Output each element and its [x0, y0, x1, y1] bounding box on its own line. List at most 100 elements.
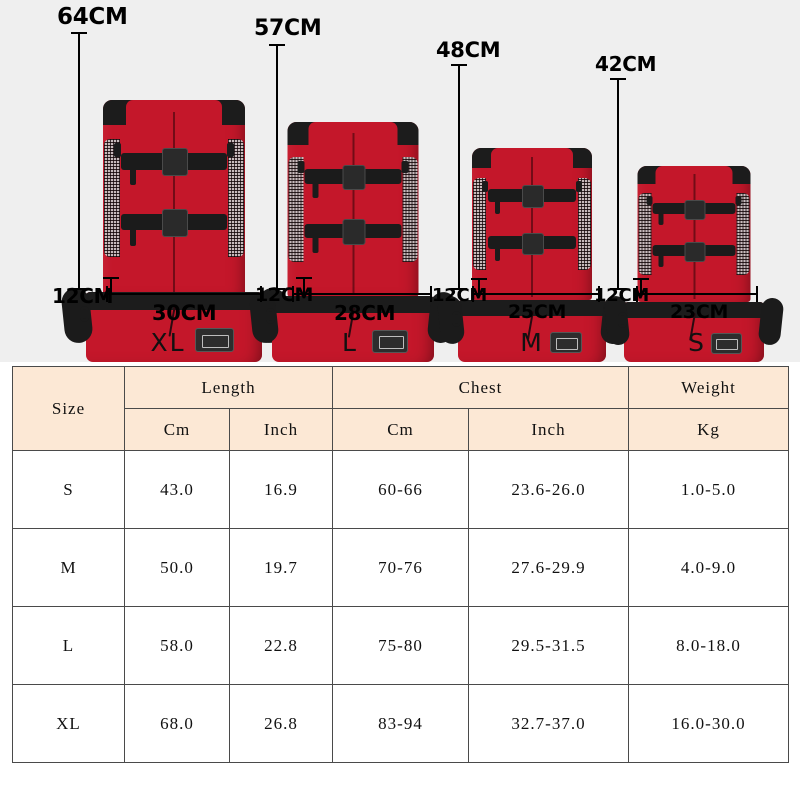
strap-tail [312, 180, 319, 199]
side-tab-left [646, 195, 653, 206]
header-length-cm: Cm [124, 408, 230, 451]
cell-length-inch: 22.8 [229, 606, 333, 685]
buckle-strap-lower [121, 209, 227, 247]
brand-logo-patch [549, 332, 583, 354]
mesh-panel-left [638, 193, 652, 275]
header-chest-cm: Cm [332, 408, 469, 451]
table-row: M 50.0 19.7 70-76 27.6-29.9 4.0-9.0 [12, 528, 790, 607]
cell-weight-kg: 1.0-5.0 [628, 450, 790, 529]
table-header-row-units: Cm Inch Cm Inch Kg [13, 408, 790, 451]
height-dim-label-xl: 64CM [57, 4, 128, 30]
header-chest: Chest [331, 366, 630, 409]
pack-upper-body-s [637, 166, 751, 302]
side-tab-right [576, 181, 583, 193]
mesh-panel-right [577, 178, 591, 270]
product-image-s [603, 166, 785, 362]
cell-length-inch: 19.7 [229, 528, 333, 607]
pack-upper-body-xl [103, 100, 245, 296]
cell-chest-cm: 83-94 [332, 684, 469, 763]
pack-lower-pouch-m [436, 295, 628, 362]
header-length: Length [124, 366, 333, 409]
pack-upper-body-l [287, 122, 419, 297]
cell-size: S [12, 450, 125, 529]
height-dim-label-l: 57CM [254, 16, 322, 41]
size-caption-xl: XL [150, 328, 186, 357]
pouch-height-tick-m [471, 278, 487, 293]
mesh-panel-left [288, 157, 304, 262]
mesh-panel-right [736, 193, 750, 275]
strap-tail [129, 165, 137, 186]
side-tab-right [735, 195, 742, 206]
pouch-top-trim [272, 296, 434, 314]
product-image-xl [60, 100, 288, 362]
brand-logo-patch [372, 330, 409, 353]
shoulder-strap-right [757, 297, 785, 347]
strap-tail [312, 234, 319, 253]
pack-lower-pouch-l [248, 290, 458, 362]
cell-chest-inch: 23.6-26.0 [467, 450, 630, 529]
cell-length-cm: 43.0 [124, 450, 230, 529]
buckle-strap-lower [487, 232, 577, 262]
cell-length-cm: 58.0 [124, 606, 230, 685]
height-dim-line-m [451, 64, 467, 290]
cell-length-inch: 16.9 [229, 450, 333, 529]
strap-tail [494, 245, 501, 262]
cell-chest-inch: 27.6-29.9 [467, 528, 630, 607]
cell-length-cm: 68.0 [124, 684, 230, 763]
strap-tail [129, 226, 137, 247]
height-dim-label-m: 48CM [436, 38, 501, 62]
buckle-strap-upper [121, 148, 227, 186]
width-dim-label-m: 25CM [508, 301, 567, 323]
product-illustration-area: 64CM 12CM 30CM XL 57CM 12CM 28CM L 48CM … [0, 0, 800, 362]
cell-weight-kg: 4.0-9.0 [628, 528, 790, 607]
side-tab-left [114, 143, 122, 157]
size-spec-table: Size Length Chest Weight Cm Inch Cm Inch… [12, 366, 790, 763]
clip-hook-left [80, 306, 89, 322]
mesh-panel-left [473, 178, 487, 270]
pouch-height-tick-l [296, 277, 312, 293]
cell-length-inch: 26.8 [229, 684, 333, 763]
pouch-height-dim-label-l: 12CM [255, 284, 314, 306]
height-dim-label-s: 42CM [595, 52, 657, 76]
cell-length-cm: 50.0 [124, 528, 230, 607]
pouch-top-trim [86, 292, 262, 311]
cell-chest-inch: 32.7-37.0 [467, 684, 630, 763]
pouch-top-trim [458, 300, 606, 317]
cell-chest-cm: 75-80 [332, 606, 469, 685]
pouch-height-dim-label-s: 12CM [594, 285, 649, 306]
product-image-m [436, 148, 628, 362]
header-weight: Weight [628, 366, 790, 409]
header-chest-inch: Inch [467, 408, 630, 451]
header-length-inch: Inch [229, 408, 333, 451]
zipper-line [352, 132, 354, 294]
pouch-height-dim-label-xl: 12CM [52, 284, 114, 308]
buckle-strap-upper [487, 185, 577, 215]
buckle-strap-lower [304, 219, 402, 253]
strap-tail [658, 211, 664, 226]
pouch-top-trim [624, 302, 764, 318]
size-caption-m: M [520, 328, 544, 357]
clip-hook-left [266, 308, 275, 324]
width-dim-label-s: 23CM [670, 301, 729, 323]
header-size: Size [12, 366, 125, 451]
table-body: S 43.0 16.9 60-66 23.6-26.0 1.0-5.0 M 50… [12, 450, 790, 763]
pouch-height-tick-s [633, 278, 649, 293]
strap-tail [658, 253, 664, 268]
width-dim-line-xl [106, 286, 262, 302]
width-dim-line-s [636, 286, 758, 302]
mesh-panel-right [227, 139, 244, 257]
product-image-l [248, 122, 458, 362]
cell-chest-inch: 29.5-31.5 [467, 606, 630, 685]
strap-tail [494, 198, 501, 215]
mesh-panel-right [402, 157, 418, 262]
brand-logo-patch [710, 333, 742, 354]
buckle-strap-upper [652, 199, 736, 226]
table-header-row-groups: Size Length Chest Weight [12, 366, 790, 451]
height-dim-line-s [610, 78, 626, 290]
zipper-line [531, 157, 533, 297]
side-tab-right [226, 143, 234, 157]
cell-size: L [12, 606, 125, 685]
cell-chest-cm: 70-76 [332, 528, 469, 607]
zipper-line [693, 174, 695, 300]
